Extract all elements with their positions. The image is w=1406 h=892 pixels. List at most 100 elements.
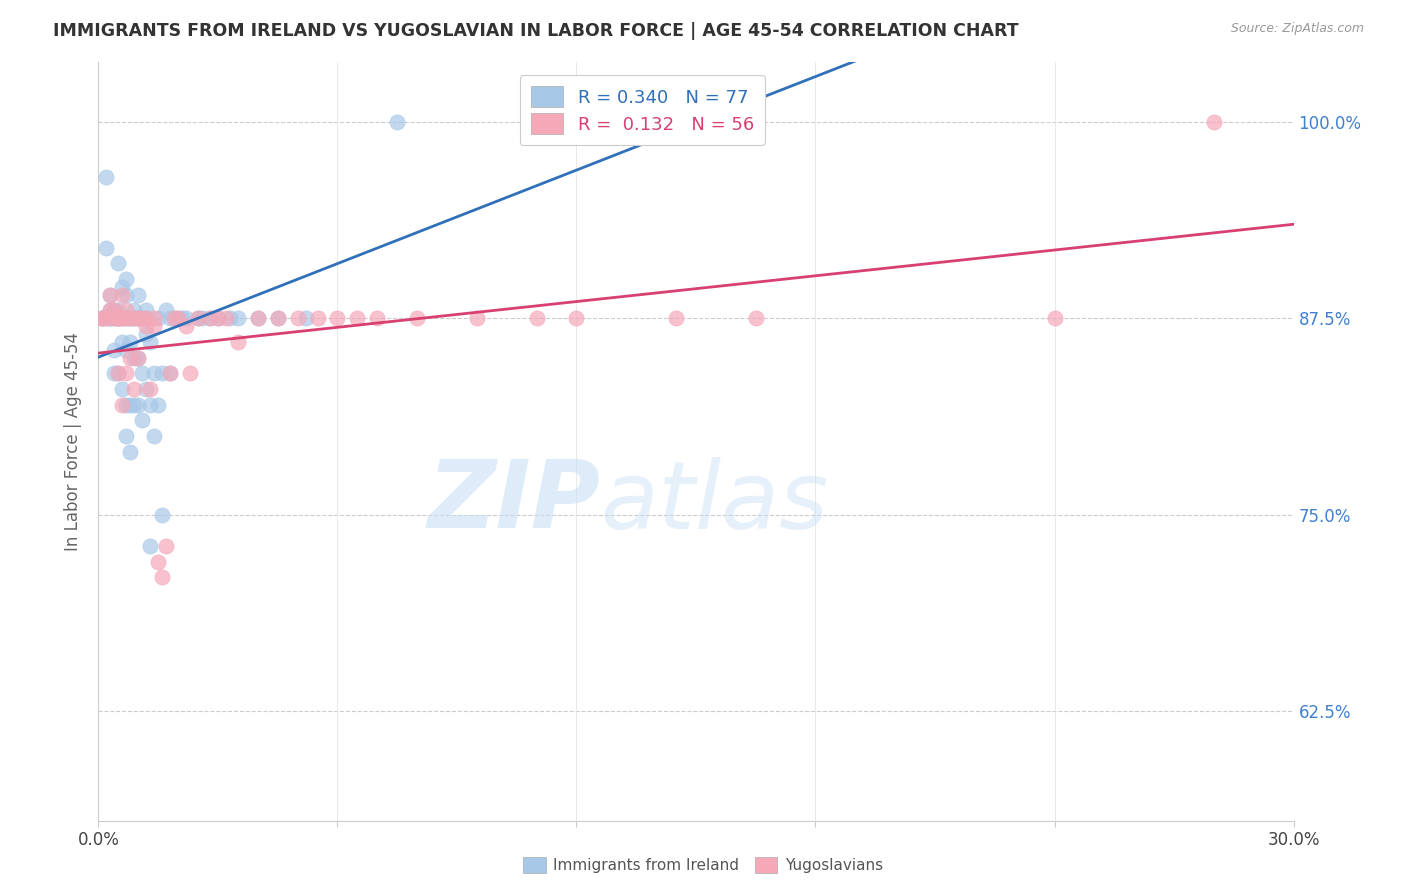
- Point: [163, 311, 186, 326]
- Point: [107, 303, 129, 318]
- Point: [91, 311, 114, 326]
- Point: [107, 366, 129, 380]
- Point: [111, 280, 134, 294]
- Point: [115, 311, 138, 326]
- Point: [96, 241, 118, 255]
- Point: [103, 366, 125, 380]
- Point: [307, 311, 329, 326]
- Point: [187, 311, 209, 326]
- Point: [98, 287, 122, 301]
- Point: [167, 311, 190, 326]
- Point: [219, 311, 242, 326]
- Point: [98, 303, 122, 318]
- Point: [135, 311, 157, 326]
- Point: [127, 351, 149, 365]
- Point: [148, 555, 170, 569]
- Point: [148, 398, 170, 412]
- Point: [91, 311, 114, 326]
- Point: [124, 351, 146, 365]
- Point: [215, 311, 238, 326]
- Point: [91, 311, 114, 326]
- Point: [111, 334, 134, 349]
- Point: [103, 311, 125, 326]
- Point: [120, 334, 142, 349]
- Point: [465, 311, 488, 326]
- Point: [139, 539, 162, 553]
- Point: [172, 311, 194, 326]
- Legend: Immigrants from Ireland, Yugoslavians: Immigrants from Ireland, Yugoslavians: [516, 851, 890, 880]
- Point: [120, 444, 142, 458]
- Point: [143, 429, 166, 443]
- Point: [111, 398, 134, 412]
- Point: [115, 287, 138, 301]
- Point: [163, 311, 186, 326]
- Point: [665, 311, 688, 326]
- Point: [127, 311, 149, 326]
- Point: [107, 311, 129, 326]
- Point: [1202, 115, 1225, 129]
- Point: [167, 311, 190, 326]
- Point: [174, 319, 197, 334]
- Point: [159, 366, 181, 380]
- Point: [127, 398, 149, 412]
- Point: [103, 303, 125, 318]
- Point: [526, 115, 548, 129]
- Point: [207, 311, 229, 326]
- Point: [107, 366, 129, 380]
- Point: [120, 351, 142, 365]
- Point: [148, 311, 170, 326]
- Point: [131, 413, 153, 427]
- Point: [124, 303, 146, 318]
- Point: [226, 311, 249, 326]
- Point: [120, 311, 142, 326]
- Point: [135, 303, 157, 318]
- Point: [115, 429, 138, 443]
- Point: [150, 570, 173, 584]
- Point: [131, 311, 153, 326]
- Point: [155, 303, 177, 318]
- Point: [107, 311, 129, 326]
- Point: [103, 303, 125, 318]
- Point: [1043, 311, 1066, 326]
- Point: [246, 311, 269, 326]
- Point: [135, 382, 157, 396]
- Point: [127, 351, 149, 365]
- Point: [246, 311, 269, 326]
- Point: [267, 311, 290, 326]
- Point: [98, 303, 122, 318]
- Point: [103, 343, 125, 357]
- Point: [91, 311, 114, 326]
- Point: [120, 311, 142, 326]
- Point: [131, 366, 153, 380]
- Point: [96, 311, 118, 326]
- Point: [127, 311, 149, 326]
- Point: [107, 311, 129, 326]
- Point: [115, 366, 138, 380]
- Point: [124, 311, 146, 326]
- Point: [406, 311, 429, 326]
- Point: [174, 311, 197, 326]
- Point: [135, 311, 157, 326]
- Point: [111, 311, 134, 326]
- Point: [179, 366, 201, 380]
- Point: [226, 334, 249, 349]
- Point: [107, 311, 129, 326]
- Point: [150, 366, 173, 380]
- Point: [187, 311, 209, 326]
- Point: [207, 311, 229, 326]
- Point: [267, 311, 290, 326]
- Point: [143, 311, 166, 326]
- Point: [98, 287, 122, 301]
- Point: [124, 382, 146, 396]
- Point: [159, 366, 181, 380]
- Point: [107, 256, 129, 270]
- Y-axis label: In Labor Force | Age 45-54: In Labor Force | Age 45-54: [65, 332, 83, 551]
- Text: Source: ZipAtlas.com: Source: ZipAtlas.com: [1230, 22, 1364, 36]
- Point: [98, 311, 122, 326]
- Point: [326, 311, 349, 326]
- Point: [159, 311, 181, 326]
- Point: [111, 311, 134, 326]
- Point: [124, 398, 146, 412]
- Point: [115, 311, 138, 326]
- Point: [155, 539, 177, 553]
